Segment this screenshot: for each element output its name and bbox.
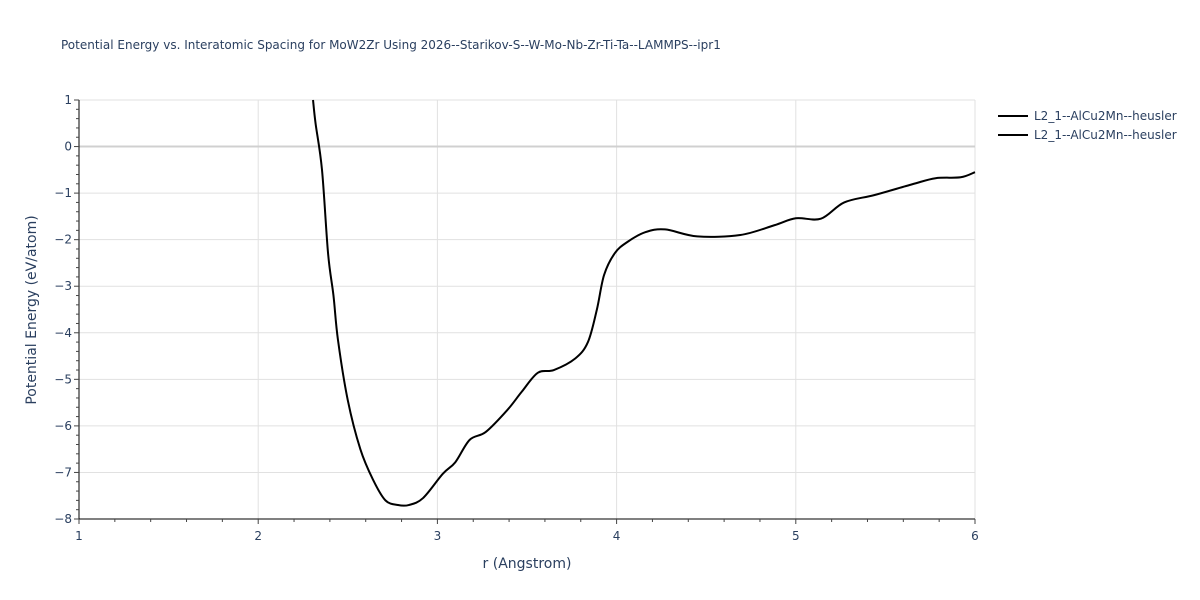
legend-item[interactable]: L2_1--AlCu2Mn--heusler: [998, 106, 1177, 125]
svg-text:−5: −5: [54, 372, 72, 386]
chart-title: Potential Energy vs. Interatomic Spacing…: [61, 38, 721, 52]
legend-line-swatch-icon: [998, 114, 1028, 117]
data-series: [312, 99, 976, 507]
svg-text:−6: −6: [54, 419, 72, 433]
svg-text:−8: −8: [54, 512, 72, 526]
series-line: [312, 99, 976, 507]
svg-text:−7: −7: [54, 465, 72, 479]
svg-text:0: 0: [64, 140, 72, 154]
svg-text:−2: −2: [54, 233, 72, 247]
svg-text:1: 1: [64, 93, 72, 107]
tick-labels: 1 2 3 4 5 6 1 0 −1 −2 −3 −4 −5 −6 −7 −8: [54, 93, 979, 543]
svg-text:4: 4: [613, 529, 621, 543]
axes: [74, 99, 976, 524]
y-axis-title: Potential Energy (eV/atom): [24, 215, 40, 404]
svg-text:6: 6: [971, 529, 979, 543]
legend-line-swatch-icon: [998, 133, 1028, 136]
svg-text:5: 5: [792, 529, 800, 543]
svg-text:1: 1: [75, 529, 83, 543]
svg-text:2: 2: [254, 529, 262, 543]
x-axis-title: r (Angstrom): [483, 556, 572, 572]
legend-label: L2_1--AlCu2Mn--heusler: [1034, 127, 1177, 142]
legend-label: L2_1--AlCu2Mn--heusler: [1034, 108, 1177, 123]
svg-text:−3: −3: [54, 279, 72, 293]
svg-text:−4: −4: [54, 326, 72, 340]
legend: L2_1--AlCu2Mn--heusler L2_1--AlCu2Mn--he…: [998, 106, 1177, 144]
legend-item[interactable]: L2_1--AlCu2Mn--heusler: [998, 125, 1177, 144]
svg-text:−1: −1: [54, 186, 72, 200]
grid-lines: [79, 99, 976, 519]
svg-text:3: 3: [434, 529, 442, 543]
